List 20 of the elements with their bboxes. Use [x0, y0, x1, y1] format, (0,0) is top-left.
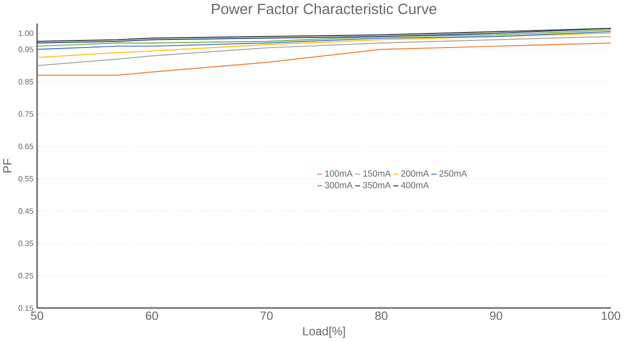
legend-label: 100mA [325, 170, 353, 177]
x-tick-label: 90 [490, 312, 502, 320]
x-axis-title: Load[%] [303, 326, 345, 338]
x-tick-label: 50 [30, 312, 44, 320]
legend-label: 400mA [401, 182, 429, 188]
line-series [36, 42, 612, 76]
legend-label: 150mA [363, 170, 391, 177]
line-series [36, 30, 612, 47]
x-tick-label: 60 [146, 312, 158, 320]
x-tick-label: 70 [260, 312, 273, 320]
y-axis-title: PF [3, 158, 12, 172]
legend-label: 200mA [401, 170, 429, 177]
legend-label: 300mA [324, 182, 353, 188]
chart-title: Power Factor Characteristic Curve [212, 3, 436, 14]
legend-label: 250mA [439, 170, 468, 177]
line-series [36, 32, 612, 58]
x-tick-label: 100 [602, 312, 620, 320]
line-series [36, 31, 612, 50]
x-tick-label: 80 [375, 312, 388, 320]
legend-label: 350mA [363, 182, 391, 188]
